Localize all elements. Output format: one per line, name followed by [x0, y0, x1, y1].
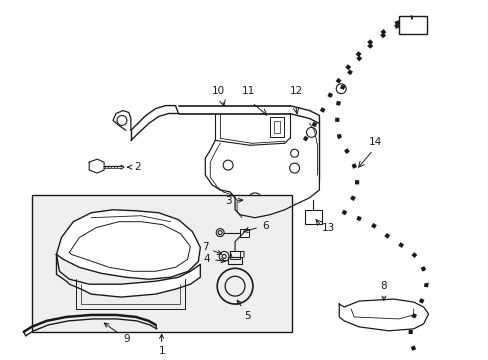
- Text: 4: 4: [203, 255, 225, 264]
- Bar: [240, 229, 248, 237]
- Bar: [304, 210, 322, 224]
- Text: 8: 8: [380, 281, 386, 300]
- Bar: [398, 16, 426, 34]
- Polygon shape: [56, 255, 200, 297]
- Bar: [269, 117, 283, 137]
- Text: 3: 3: [225, 196, 242, 206]
- Text: 2: 2: [127, 162, 140, 172]
- Bar: [230, 251, 240, 260]
- Text: 14: 14: [368, 137, 382, 147]
- Polygon shape: [56, 210, 200, 279]
- Text: 12: 12: [289, 86, 302, 96]
- Text: 10: 10: [211, 86, 224, 96]
- Text: 7: 7: [201, 243, 221, 255]
- Text: 11: 11: [242, 86, 255, 96]
- Text: 6: 6: [243, 221, 268, 233]
- Polygon shape: [339, 299, 427, 331]
- Text: 9: 9: [104, 323, 129, 344]
- Text: 13: 13: [321, 222, 334, 233]
- Bar: [273, 121, 279, 133]
- Text: 5: 5: [237, 300, 251, 321]
- Bar: [32, 195, 291, 332]
- Text: 1: 1: [158, 334, 164, 356]
